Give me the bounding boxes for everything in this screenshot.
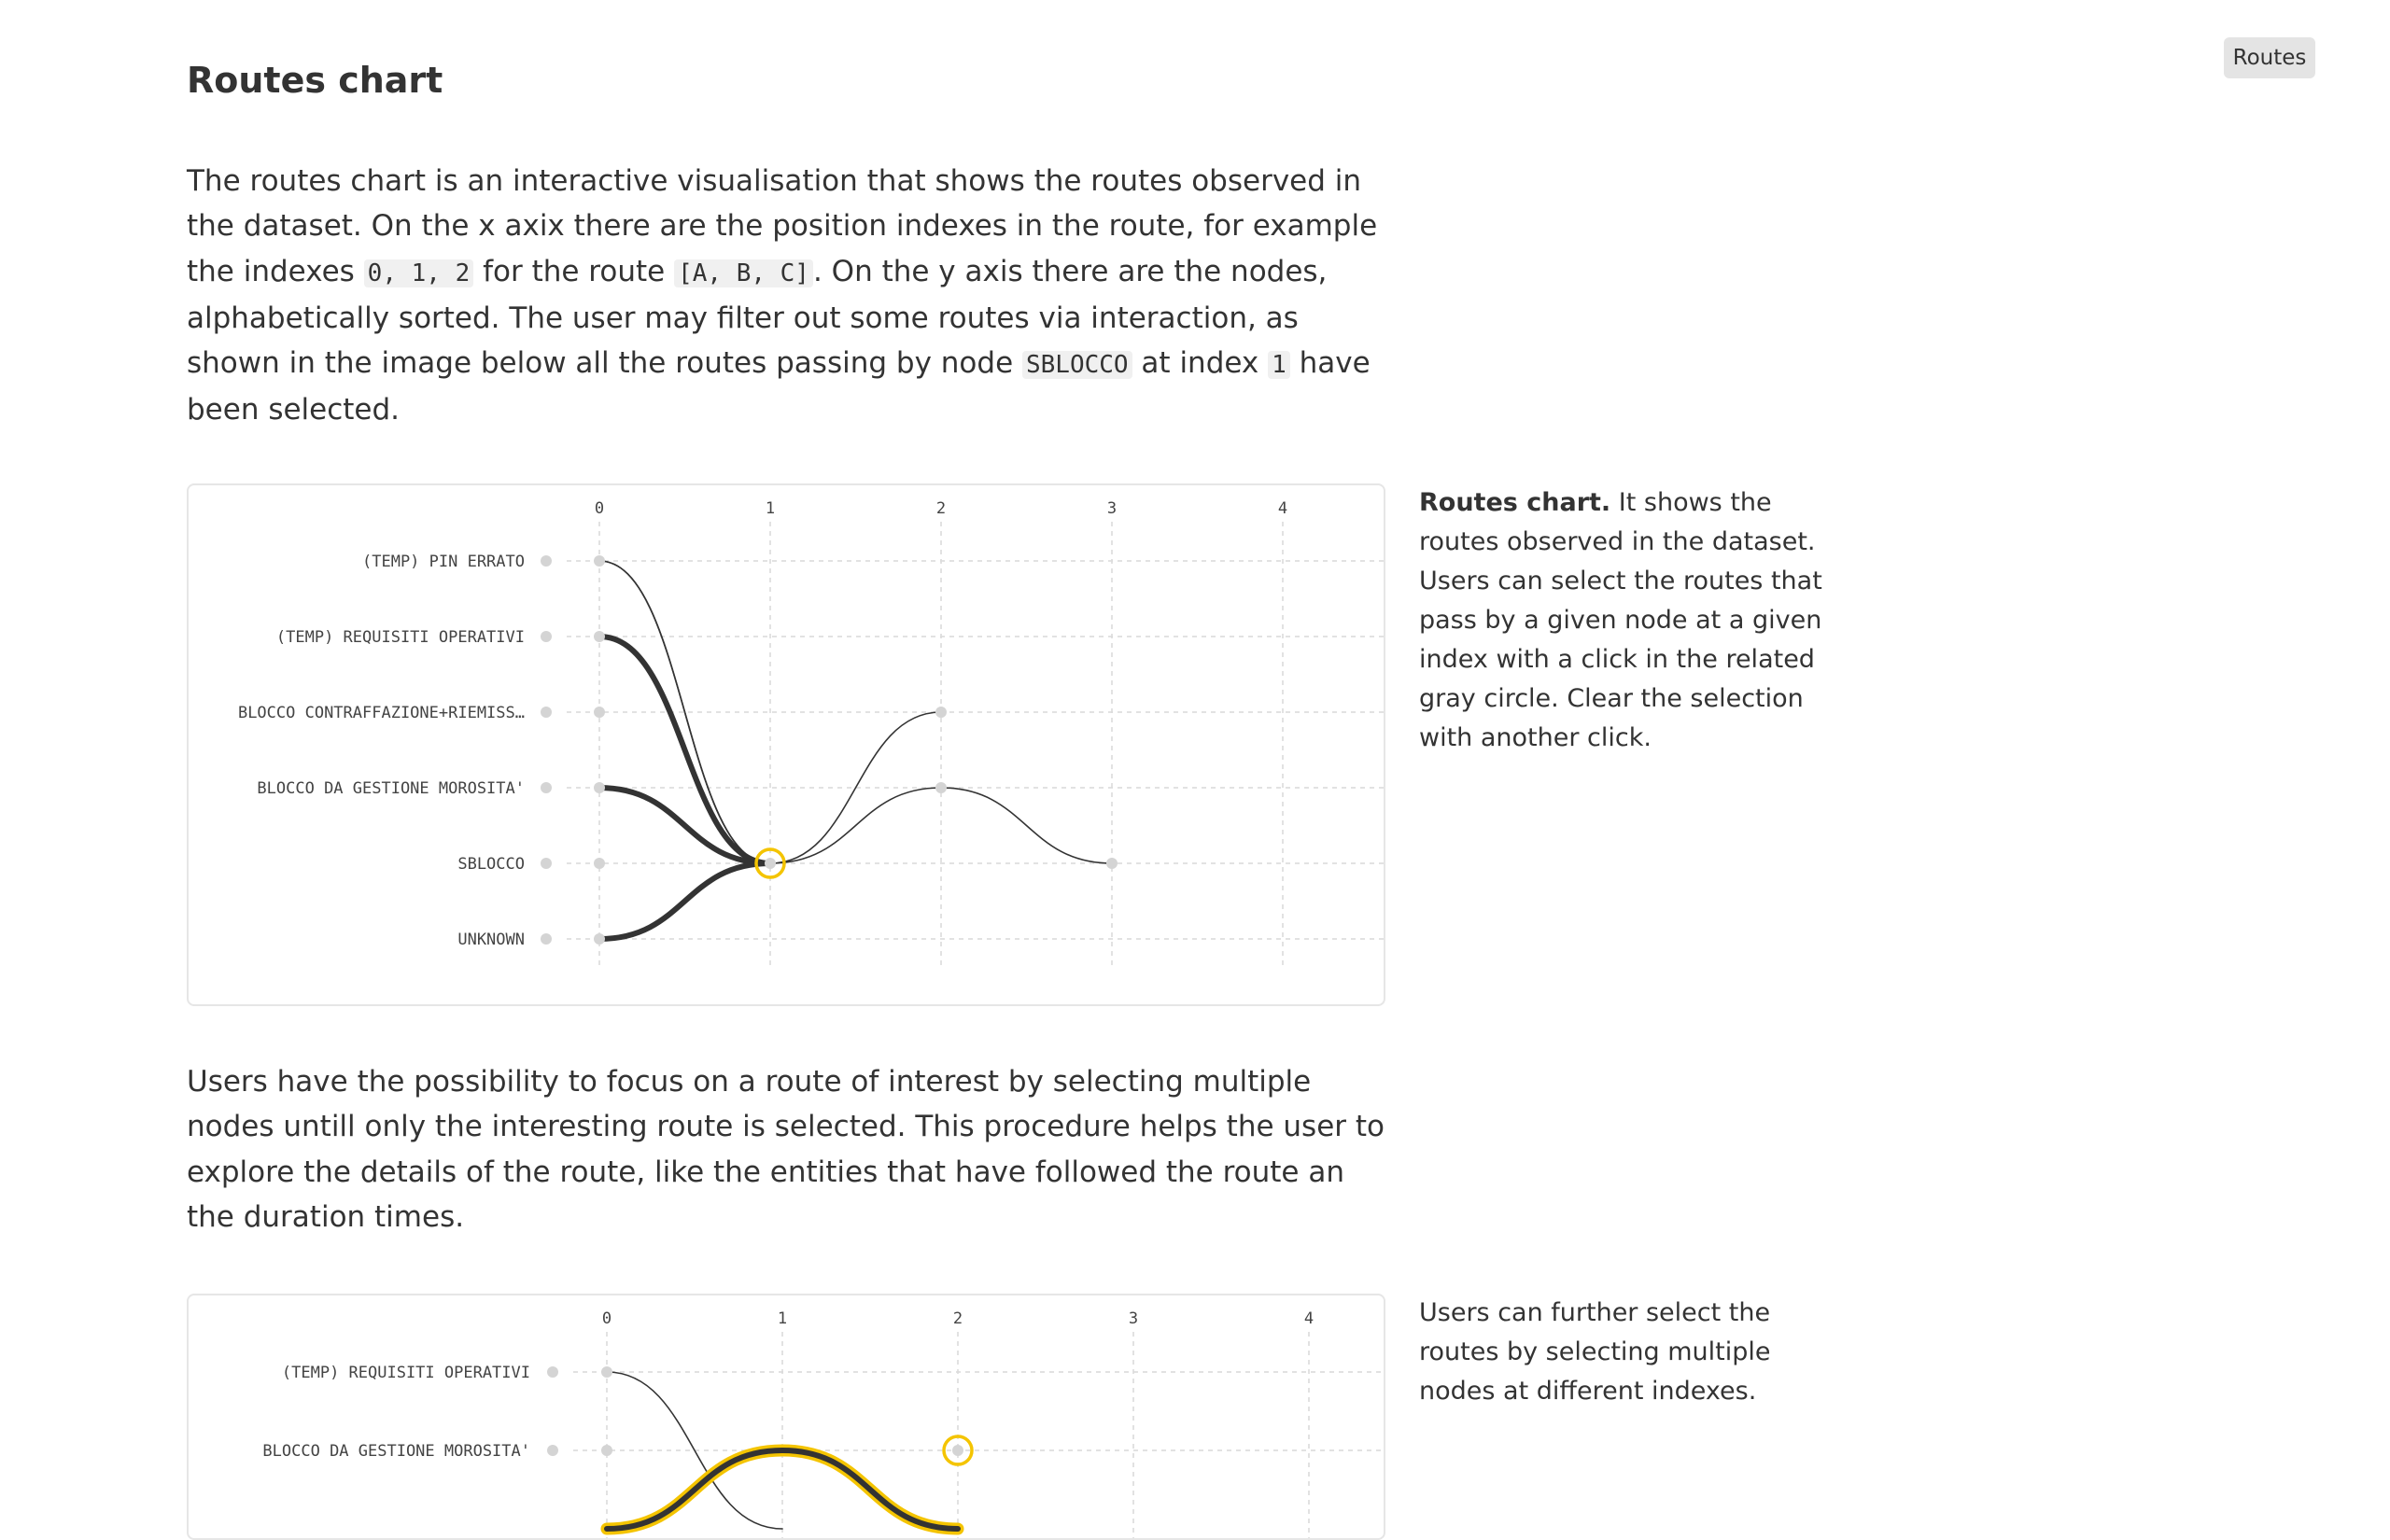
routes-badge[interactable]: Routes [2224, 37, 2315, 78]
route-node-circle[interactable] [594, 933, 605, 945]
intro-text-4: at index [1132, 346, 1269, 381]
route-node-circle[interactable] [594, 782, 605, 793]
node-label-dot[interactable] [547, 1445, 558, 1456]
selected-node-ring[interactable] [942, 1435, 974, 1466]
chart-2-caption: Users can further select the routes by s… [1419, 1298, 1771, 1406]
route-node-circle[interactable] [935, 707, 947, 718]
node-label: SBLOCCO [457, 855, 525, 874]
node-label: UNKNOWN [457, 931, 525, 949]
route-node-circle[interactable] [594, 858, 605, 869]
code-node: SBLOCCO [1022, 351, 1132, 380]
index-tick-label: 1 [766, 499, 775, 518]
intro-paragraph: The routes chart is an interactive visua… [187, 159, 1391, 433]
route-node-circle[interactable] [594, 707, 605, 718]
node-label-dot[interactable] [541, 555, 552, 567]
node-label: (TEMP) REQUISITI OPERATIVI [282, 1364, 530, 1382]
route-node-circle[interactable] [594, 631, 605, 642]
index-tick-label: 2 [936, 499, 946, 518]
route-path [604, 1447, 961, 1532]
route-node-circle[interactable] [952, 1445, 963, 1456]
code-indexes: 0, 1, 2 [363, 259, 474, 287]
route-node-circle[interactable] [765, 858, 776, 869]
node-label-dot[interactable] [541, 782, 552, 793]
index-tick-label: 3 [1129, 1309, 1138, 1328]
node-label-dot[interactable] [541, 631, 552, 642]
index-tick-label: 1 [778, 1309, 787, 1328]
intro-text-2: for the route [473, 254, 675, 288]
node-label-dot[interactable] [541, 858, 552, 869]
index-tick-label: 4 [1304, 1309, 1314, 1328]
route-node-circle[interactable] [1106, 858, 1118, 869]
node-label: (TEMP) PIN ERRATO [362, 553, 525, 571]
index-tick-label: 0 [602, 1309, 612, 1328]
chart-1-caption: Routes chart. It shows the routes observ… [1419, 483, 1839, 758]
route-node-circle[interactable] [601, 1366, 612, 1378]
route-path [598, 560, 1113, 864]
node-label: BLOCCO CONTRAFFAZIONE+RIEMISS… [238, 704, 525, 722]
route-path [597, 861, 773, 942]
index-tick-label: 3 [1107, 499, 1117, 518]
code-route: [A, B, C] [674, 259, 813, 287]
node-label-dot[interactable] [547, 1366, 558, 1378]
node-label: (TEMP) REQUISITI OPERATIVI [276, 628, 525, 647]
index-tick-label: 2 [953, 1309, 963, 1328]
index-tick-label: 0 [595, 499, 604, 518]
page-title: Routes chart [187, 60, 443, 101]
intro-text-1: The routes chart is an interactive visua… [187, 164, 1378, 288]
route-node-circle[interactable] [601, 1445, 612, 1456]
routes-chart-2-svg[interactable]: 0 1 2 3 4 (TEMP) REQUISITI OPERATIVI BLOCCO DA… [189, 1295, 1384, 1538]
route-path [597, 785, 773, 866]
code-index: 1 [1268, 351, 1290, 380]
route-node-circle[interactable] [935, 782, 947, 793]
node-label: BLOCCO DA GESTIONE MOROSITA' [257, 779, 525, 798]
intro-text-5: have been selected. [187, 346, 1371, 427]
route-path [597, 634, 773, 866]
routes-chart-2[interactable]: 0 1 2 3 4 (TEMP) REQUISITI OPERATIVI BLOCCO DA… [187, 1294, 1385, 1540]
selected-node-ring[interactable] [754, 847, 786, 879]
focus-paragraph: Users have the possibility to focus on a… [187, 1065, 1385, 1234]
node-label-dot[interactable] [541, 707, 552, 718]
caption-1-text: It shows the routes observed in the data… [1419, 488, 1822, 752]
routes-chart-1[interactable]: 0 1 2 3 4 (TEMP) PIN ERRATO (TEMP) REQUISITI O… [187, 483, 1385, 1006]
route-node-circle[interactable] [594, 555, 605, 567]
routes-chart-1-svg[interactable]: 0 1 2 3 4 (TEMP) PIN ERRATO (TEMP) REQUISITI O… [189, 485, 1384, 1004]
node-label: BLOCCO DA GESTIONE MOROSITA' [262, 1442, 530, 1461]
caption-1-title: Routes chart. [1419, 488, 1611, 517]
intro-text-3: . On the y axis there are the nodes, alp… [187, 254, 1328, 381]
index-tick-label: 4 [1278, 499, 1287, 518]
node-label-dot[interactable] [541, 933, 552, 945]
